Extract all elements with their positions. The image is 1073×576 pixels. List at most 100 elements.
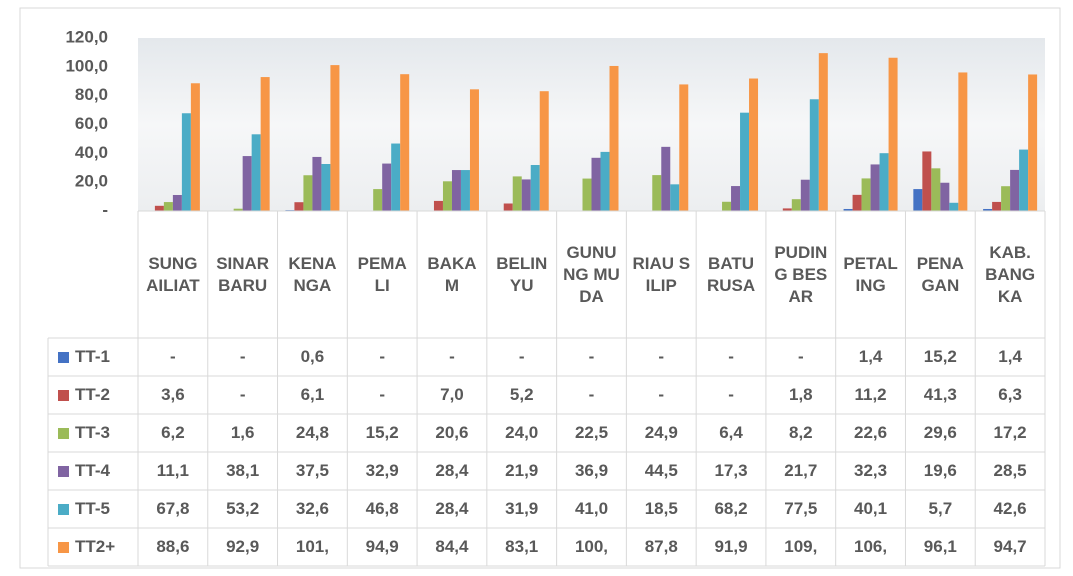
data-label: 24,8 bbox=[295, 423, 329, 442]
legend-text: TT-4 bbox=[75, 461, 110, 480]
bar bbox=[931, 168, 941, 211]
data-label: 3,6 bbox=[161, 385, 185, 404]
data-label: 32,9 bbox=[365, 461, 399, 480]
bar bbox=[582, 178, 592, 211]
data-label: 32,6 bbox=[295, 499, 329, 518]
data-label: 101, bbox=[295, 537, 329, 556]
bar bbox=[433, 200, 443, 211]
bar bbox=[251, 134, 261, 211]
data-label: 21,9 bbox=[505, 461, 539, 480]
bar bbox=[1001, 186, 1011, 211]
bar bbox=[679, 84, 689, 211]
bar bbox=[992, 201, 1002, 211]
bar bbox=[400, 74, 410, 211]
data-label: 106, bbox=[854, 537, 888, 556]
bar bbox=[809, 99, 819, 211]
data-label: 1,6 bbox=[230, 423, 255, 442]
bar bbox=[303, 175, 313, 211]
y-tick-label: 20,0 bbox=[75, 172, 108, 191]
bar bbox=[260, 77, 270, 211]
bar bbox=[172, 194, 182, 211]
data-label: 44,5 bbox=[644, 461, 678, 480]
bar bbox=[1028, 74, 1038, 211]
legend-entry: TT-5 bbox=[48, 490, 138, 528]
data-label: 5,7 bbox=[928, 499, 953, 518]
data-label: 109, bbox=[784, 537, 818, 556]
category-label: KAB. BANGKA bbox=[985, 242, 1036, 306]
bar bbox=[330, 65, 340, 211]
bar bbox=[442, 181, 452, 211]
data-label: 22,6 bbox=[854, 423, 888, 442]
data-label: 77,5 bbox=[784, 499, 818, 518]
category-label: PEMALI bbox=[357, 253, 407, 295]
data-label: 41,0 bbox=[574, 499, 609, 518]
data-label: 38,1 bbox=[226, 461, 260, 480]
category-label: PUDING BESAR bbox=[774, 242, 828, 306]
legend-key bbox=[58, 541, 69, 553]
bar bbox=[181, 113, 191, 211]
data-label: 31,9 bbox=[505, 499, 539, 518]
data-label: 32,3 bbox=[854, 461, 888, 480]
data-label: - bbox=[588, 385, 595, 404]
bar bbox=[469, 89, 479, 211]
data-label: 28,4 bbox=[435, 499, 469, 518]
data-label: - bbox=[379, 347, 386, 366]
data-label: 88,6 bbox=[156, 537, 190, 556]
data-label: 84,4 bbox=[435, 537, 469, 556]
data-label: 17,2 bbox=[993, 423, 1027, 442]
bar bbox=[940, 182, 950, 211]
bar bbox=[460, 170, 470, 211]
data-label: - bbox=[797, 347, 804, 366]
bar bbox=[949, 202, 959, 211]
legend-key bbox=[58, 465, 69, 477]
data-label: 96,1 bbox=[923, 537, 957, 556]
data-label: 22,5 bbox=[574, 423, 609, 442]
category-label: PETALING bbox=[843, 253, 898, 295]
bar bbox=[609, 65, 619, 212]
data-label: 24,9 bbox=[644, 423, 678, 442]
bar bbox=[1010, 169, 1020, 211]
bar bbox=[749, 78, 759, 211]
bar bbox=[1019, 149, 1029, 211]
bar bbox=[913, 189, 923, 211]
data-label: 19,6 bbox=[923, 461, 957, 480]
data-label: 40,1 bbox=[854, 499, 888, 518]
bar bbox=[530, 165, 540, 211]
data-label: 29,6 bbox=[923, 423, 957, 442]
bar bbox=[539, 91, 549, 211]
legend-text: TT-2 bbox=[75, 385, 110, 404]
data-label: - bbox=[449, 347, 455, 366]
bar bbox=[294, 202, 304, 211]
data-label: 94,7 bbox=[993, 537, 1027, 556]
bar bbox=[800, 179, 810, 211]
category-label: KENANGA bbox=[288, 253, 337, 295]
data-label: 37,5 bbox=[295, 461, 329, 480]
legend-key bbox=[58, 389, 69, 401]
bar bbox=[731, 186, 741, 211]
y-tick-label: 100,0 bbox=[65, 56, 108, 75]
data-label: 15,2 bbox=[923, 347, 957, 366]
data-label: 67,8 bbox=[156, 499, 190, 518]
bar bbox=[670, 184, 680, 211]
data-label: - bbox=[728, 347, 734, 366]
bar bbox=[163, 202, 173, 211]
data-label: 11,2 bbox=[854, 385, 887, 404]
data-label: 21,7 bbox=[784, 461, 818, 480]
legend-key bbox=[58, 427, 69, 439]
data-label: 53,2 bbox=[226, 499, 260, 518]
bar bbox=[818, 53, 828, 212]
legend-entry: TT2+ bbox=[48, 528, 138, 566]
bar bbox=[233, 208, 243, 211]
data-label: 0,6 bbox=[300, 347, 325, 366]
data-label: 28,5 bbox=[993, 461, 1027, 480]
bar bbox=[782, 208, 792, 211]
bar bbox=[591, 157, 601, 211]
y-tick-label: 60,0 bbox=[75, 114, 108, 133]
bar bbox=[922, 151, 932, 211]
data-label: 36,9 bbox=[574, 461, 609, 480]
data-label: 1,4 bbox=[858, 347, 883, 366]
data-label: 20,6 bbox=[435, 423, 469, 442]
data-label: 6,4 bbox=[719, 423, 743, 442]
